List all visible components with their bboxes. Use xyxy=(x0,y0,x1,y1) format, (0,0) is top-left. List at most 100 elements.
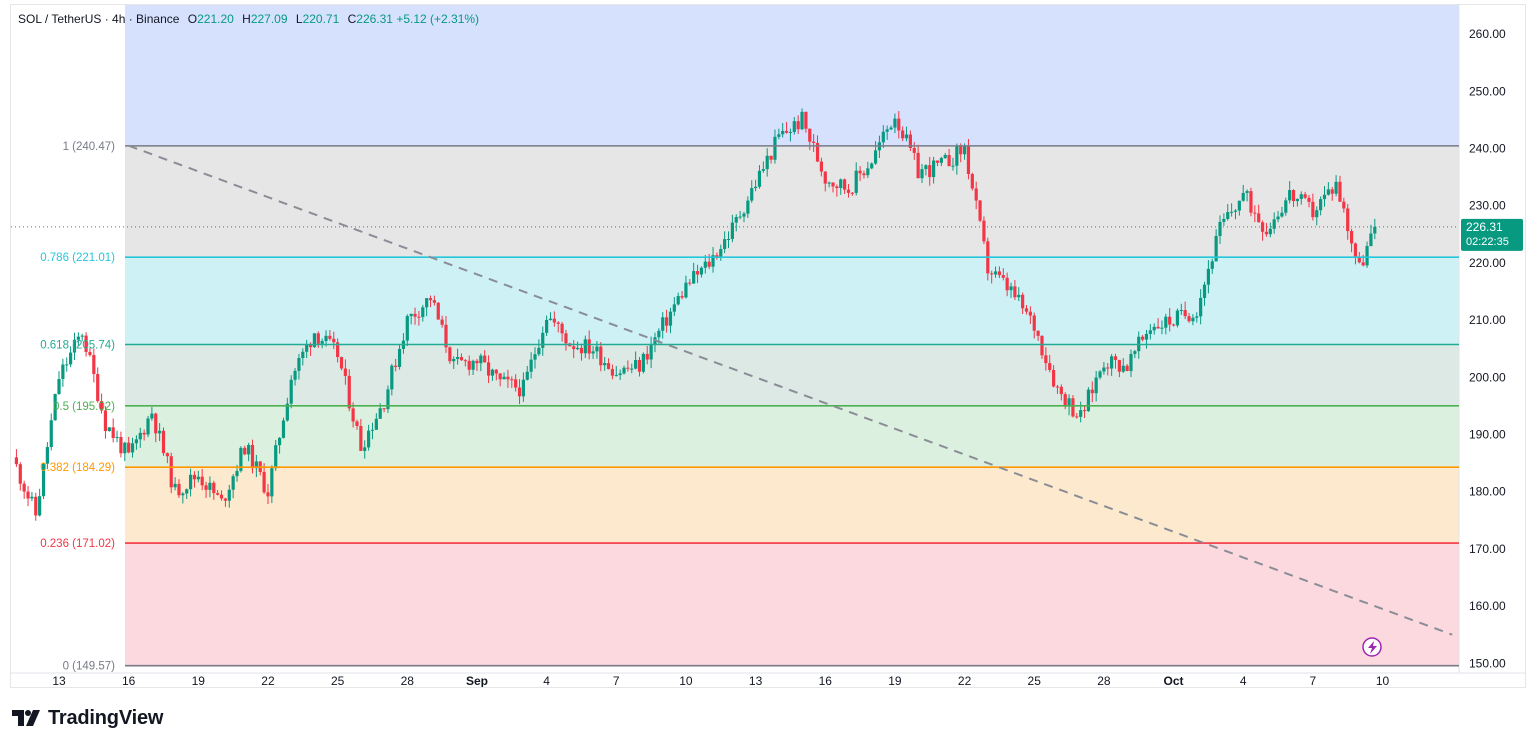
candle-body xyxy=(1148,330,1152,334)
candle-body xyxy=(192,474,197,480)
candle-body xyxy=(1195,316,1199,318)
candle xyxy=(49,413,53,451)
candle xyxy=(339,356,344,371)
symbol-name[interactable]: SOL / TetherUS · 4h · Binance xyxy=(18,12,180,26)
candle xyxy=(1102,362,1106,375)
candle-body xyxy=(343,368,347,376)
candle-body xyxy=(575,347,580,350)
candle xyxy=(1121,358,1125,374)
candle-body xyxy=(1353,243,1358,257)
candle-body xyxy=(289,379,293,404)
candle xyxy=(1005,272,1009,297)
candle-body xyxy=(57,379,61,395)
candle-body xyxy=(962,146,967,155)
candle-body xyxy=(41,463,46,497)
candle-body xyxy=(208,482,212,490)
candle-body xyxy=(897,118,901,131)
candle-body xyxy=(521,379,525,397)
candle-body xyxy=(212,482,216,494)
candle xyxy=(1183,301,1187,320)
candle xyxy=(637,356,642,377)
candle-body xyxy=(1113,356,1118,360)
candle-body xyxy=(235,470,239,477)
candle xyxy=(1288,181,1292,204)
time-axis-tick: Oct xyxy=(1164,674,1184,688)
candle xyxy=(1133,349,1137,359)
candle-body xyxy=(363,447,367,451)
candle xyxy=(1048,354,1052,373)
tradingview-logo[interactable]: TradingView xyxy=(12,706,163,730)
candle xyxy=(1129,349,1133,378)
time-axis-tick: 10 xyxy=(1376,674,1390,688)
candle xyxy=(974,181,978,210)
candle-body xyxy=(123,442,127,454)
time-axis-tick: 22 xyxy=(958,674,972,688)
candle xyxy=(804,111,808,133)
candle-body xyxy=(1048,363,1052,370)
candle-body xyxy=(239,447,243,471)
candle-body xyxy=(788,132,793,134)
fib-label: 0.382 (184.29) xyxy=(40,462,115,474)
candle xyxy=(1307,194,1311,208)
candle-body xyxy=(916,152,920,179)
candle xyxy=(262,463,266,495)
candle-body xyxy=(386,389,390,410)
candle-body xyxy=(823,171,827,184)
candle xyxy=(1195,312,1199,323)
candle-body xyxy=(277,437,282,446)
candle-body xyxy=(328,335,332,339)
candle-body xyxy=(1079,410,1083,417)
candle-body xyxy=(738,216,742,218)
time-axis-tick: 28 xyxy=(401,674,415,688)
candle-body xyxy=(463,360,467,362)
candle-body xyxy=(285,403,289,421)
candle-body xyxy=(223,498,228,501)
candle xyxy=(490,368,495,381)
lightning-event-icon[interactable] xyxy=(1362,637,1382,657)
price-axis-tick: 200.00 xyxy=(1469,370,1506,384)
candle-body xyxy=(1349,231,1354,244)
price-chart[interactable]: 260.00 250.00 240.00 230.00 220.00 210.00 200.… xyxy=(11,5,1526,688)
candle xyxy=(92,348,96,383)
candle-body xyxy=(1110,356,1114,369)
candle xyxy=(80,333,84,342)
candle xyxy=(456,348,460,365)
candle-body xyxy=(1152,326,1156,331)
candle xyxy=(684,275,688,299)
price-axis-tick: 240.00 xyxy=(1469,142,1506,156)
candle-body xyxy=(730,222,734,239)
candle-body xyxy=(873,150,878,164)
candle xyxy=(630,363,634,374)
time-axis-tick: 4 xyxy=(1240,674,1247,688)
candle xyxy=(107,427,111,432)
candle-body xyxy=(734,217,738,223)
candle-body xyxy=(53,394,57,421)
candle xyxy=(1365,241,1369,268)
candle-body xyxy=(750,188,754,201)
candle xyxy=(649,336,653,369)
candle-body xyxy=(270,468,274,497)
candle-body xyxy=(293,370,297,380)
candle-body xyxy=(947,154,951,167)
candle-body xyxy=(517,387,522,397)
chart-area[interactable]: 260.00 250.00 240.00 230.00 220.00 210.00 200.… xyxy=(10,4,1526,688)
candle-body xyxy=(200,476,204,486)
candle-body xyxy=(773,136,777,160)
candle xyxy=(1171,323,1176,327)
close-value: 226.31 xyxy=(356,12,393,26)
candle xyxy=(444,315,448,353)
close-label: C xyxy=(347,12,357,26)
candle xyxy=(1164,313,1168,335)
candle-body xyxy=(951,165,955,167)
candle-body xyxy=(1001,275,1005,278)
candle xyxy=(188,468,193,497)
candle xyxy=(1369,224,1373,247)
price-axis-tick: 220.00 xyxy=(1469,256,1506,270)
candle xyxy=(680,291,684,300)
candle xyxy=(510,376,514,388)
candle-body xyxy=(935,160,940,163)
candle-body xyxy=(858,170,862,174)
candle xyxy=(301,348,305,366)
candle-body xyxy=(370,429,375,431)
candle xyxy=(486,355,491,384)
